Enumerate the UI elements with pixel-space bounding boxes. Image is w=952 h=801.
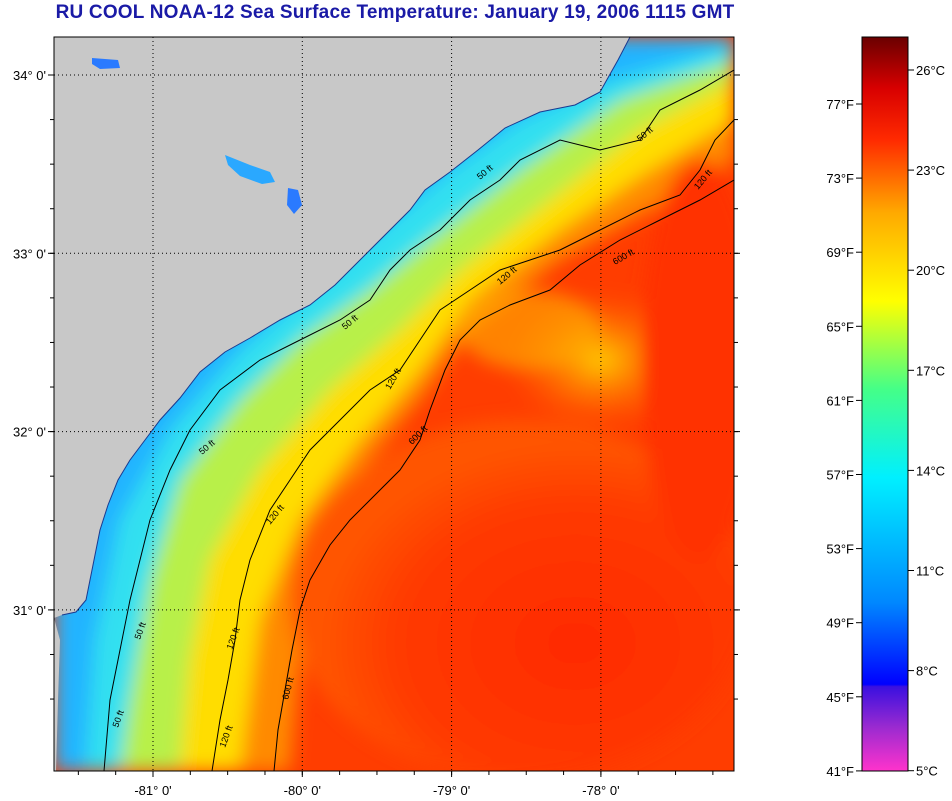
celsius-label-6: 8°C: [916, 664, 938, 679]
fahrenheit-label-4: 61°F: [826, 393, 854, 408]
temperature-colorbar: 77°F 73°F 69°F 65°F 61°F 57°F 53°F 49°F 45°F 41°F…: [826, 36, 945, 779]
fahrenheit-label-5: 57°F: [826, 468, 854, 483]
lon-label-2: -79° 0': [433, 783, 470, 798]
celsius-label-7: 5°C: [916, 764, 938, 779]
celsius-label-2: 20°C: [916, 263, 945, 278]
fahrenheit-label-9: 41°F: [826, 764, 854, 779]
fahrenheit-label-0: 77°F: [826, 97, 854, 112]
lon-label-0: -81° 0': [134, 783, 171, 798]
lat-label-2: 32° 0': [13, 425, 46, 440]
map-frame: [53, 36, 735, 772]
lat-label-1: 33° 0': [13, 246, 46, 261]
celsius-label-5: 11°C: [916, 564, 944, 579]
contour-600ft: [273, 179, 734, 771]
longitude-labels: -81° 0' -80° 0' -79° 0' -78° 0': [134, 783, 619, 798]
contour-120ft: [211, 119, 734, 771]
inland-lake-1: [92, 58, 120, 69]
land-area: [54, 37, 630, 618]
sst-band-yellow: [54, 38, 734, 771]
lon-label-3: -78° 0': [582, 783, 619, 798]
latitude-labels: 34° 0' 33° 0' 32° 0' 31° 0': [13, 68, 46, 618]
axis-ticks: [48, 74, 740, 777]
lat-label-0: 34° 0': [13, 68, 46, 83]
fahrenheit-label-3: 65°F: [826, 319, 854, 334]
fahrenheit-label-7: 49°F: [826, 616, 854, 631]
celsius-scale: 26°C 23°C 20°C 17°C 14°C 11°C 8°C 5°C: [908, 63, 945, 779]
contour-50ft: [103, 69, 734, 771]
celsius-label-3: 17°C: [916, 363, 945, 378]
fahrenheit-label-1: 73°F: [826, 171, 854, 186]
inland-lake-2: [225, 155, 275, 184]
map-title: RU COOL NOAA-12 Sea Surface Temperature:…: [55, 2, 735, 23]
coastline: [61, 37, 631, 616]
gulf-stream-offshore: [640, 160, 734, 560]
fahrenheit-label-2: 69°F: [826, 245, 854, 260]
sst-map: 50 ft 50 ft 50 ft 50 ft 50 ft 50 ft 120 …: [13, 36, 740, 798]
lat-label-3: 31° 0': [13, 603, 46, 618]
warm-eddy-ring: [460, 290, 600, 370]
lon-label-1: -80° 0': [284, 783, 321, 798]
celsius-label-4: 14°C: [916, 463, 945, 478]
fahrenheit-label-6: 53°F: [826, 542, 854, 557]
gulf-stream-core: [290, 420, 734, 771]
inland-lake-3: [287, 188, 302, 214]
graticule: [54, 37, 734, 771]
colorbar-gradient: [861, 36, 909, 772]
celsius-label-1: 23°C: [916, 163, 945, 178]
fahrenheit-scale: 77°F 73°F 69°F 65°F 61°F 57°F 53°F 49°F 45°F 41°F: [826, 97, 862, 779]
fahrenheit-label-8: 45°F: [826, 690, 854, 705]
celsius-label-0: 26°C: [916, 63, 945, 78]
land-strip-south: [54, 618, 60, 771]
